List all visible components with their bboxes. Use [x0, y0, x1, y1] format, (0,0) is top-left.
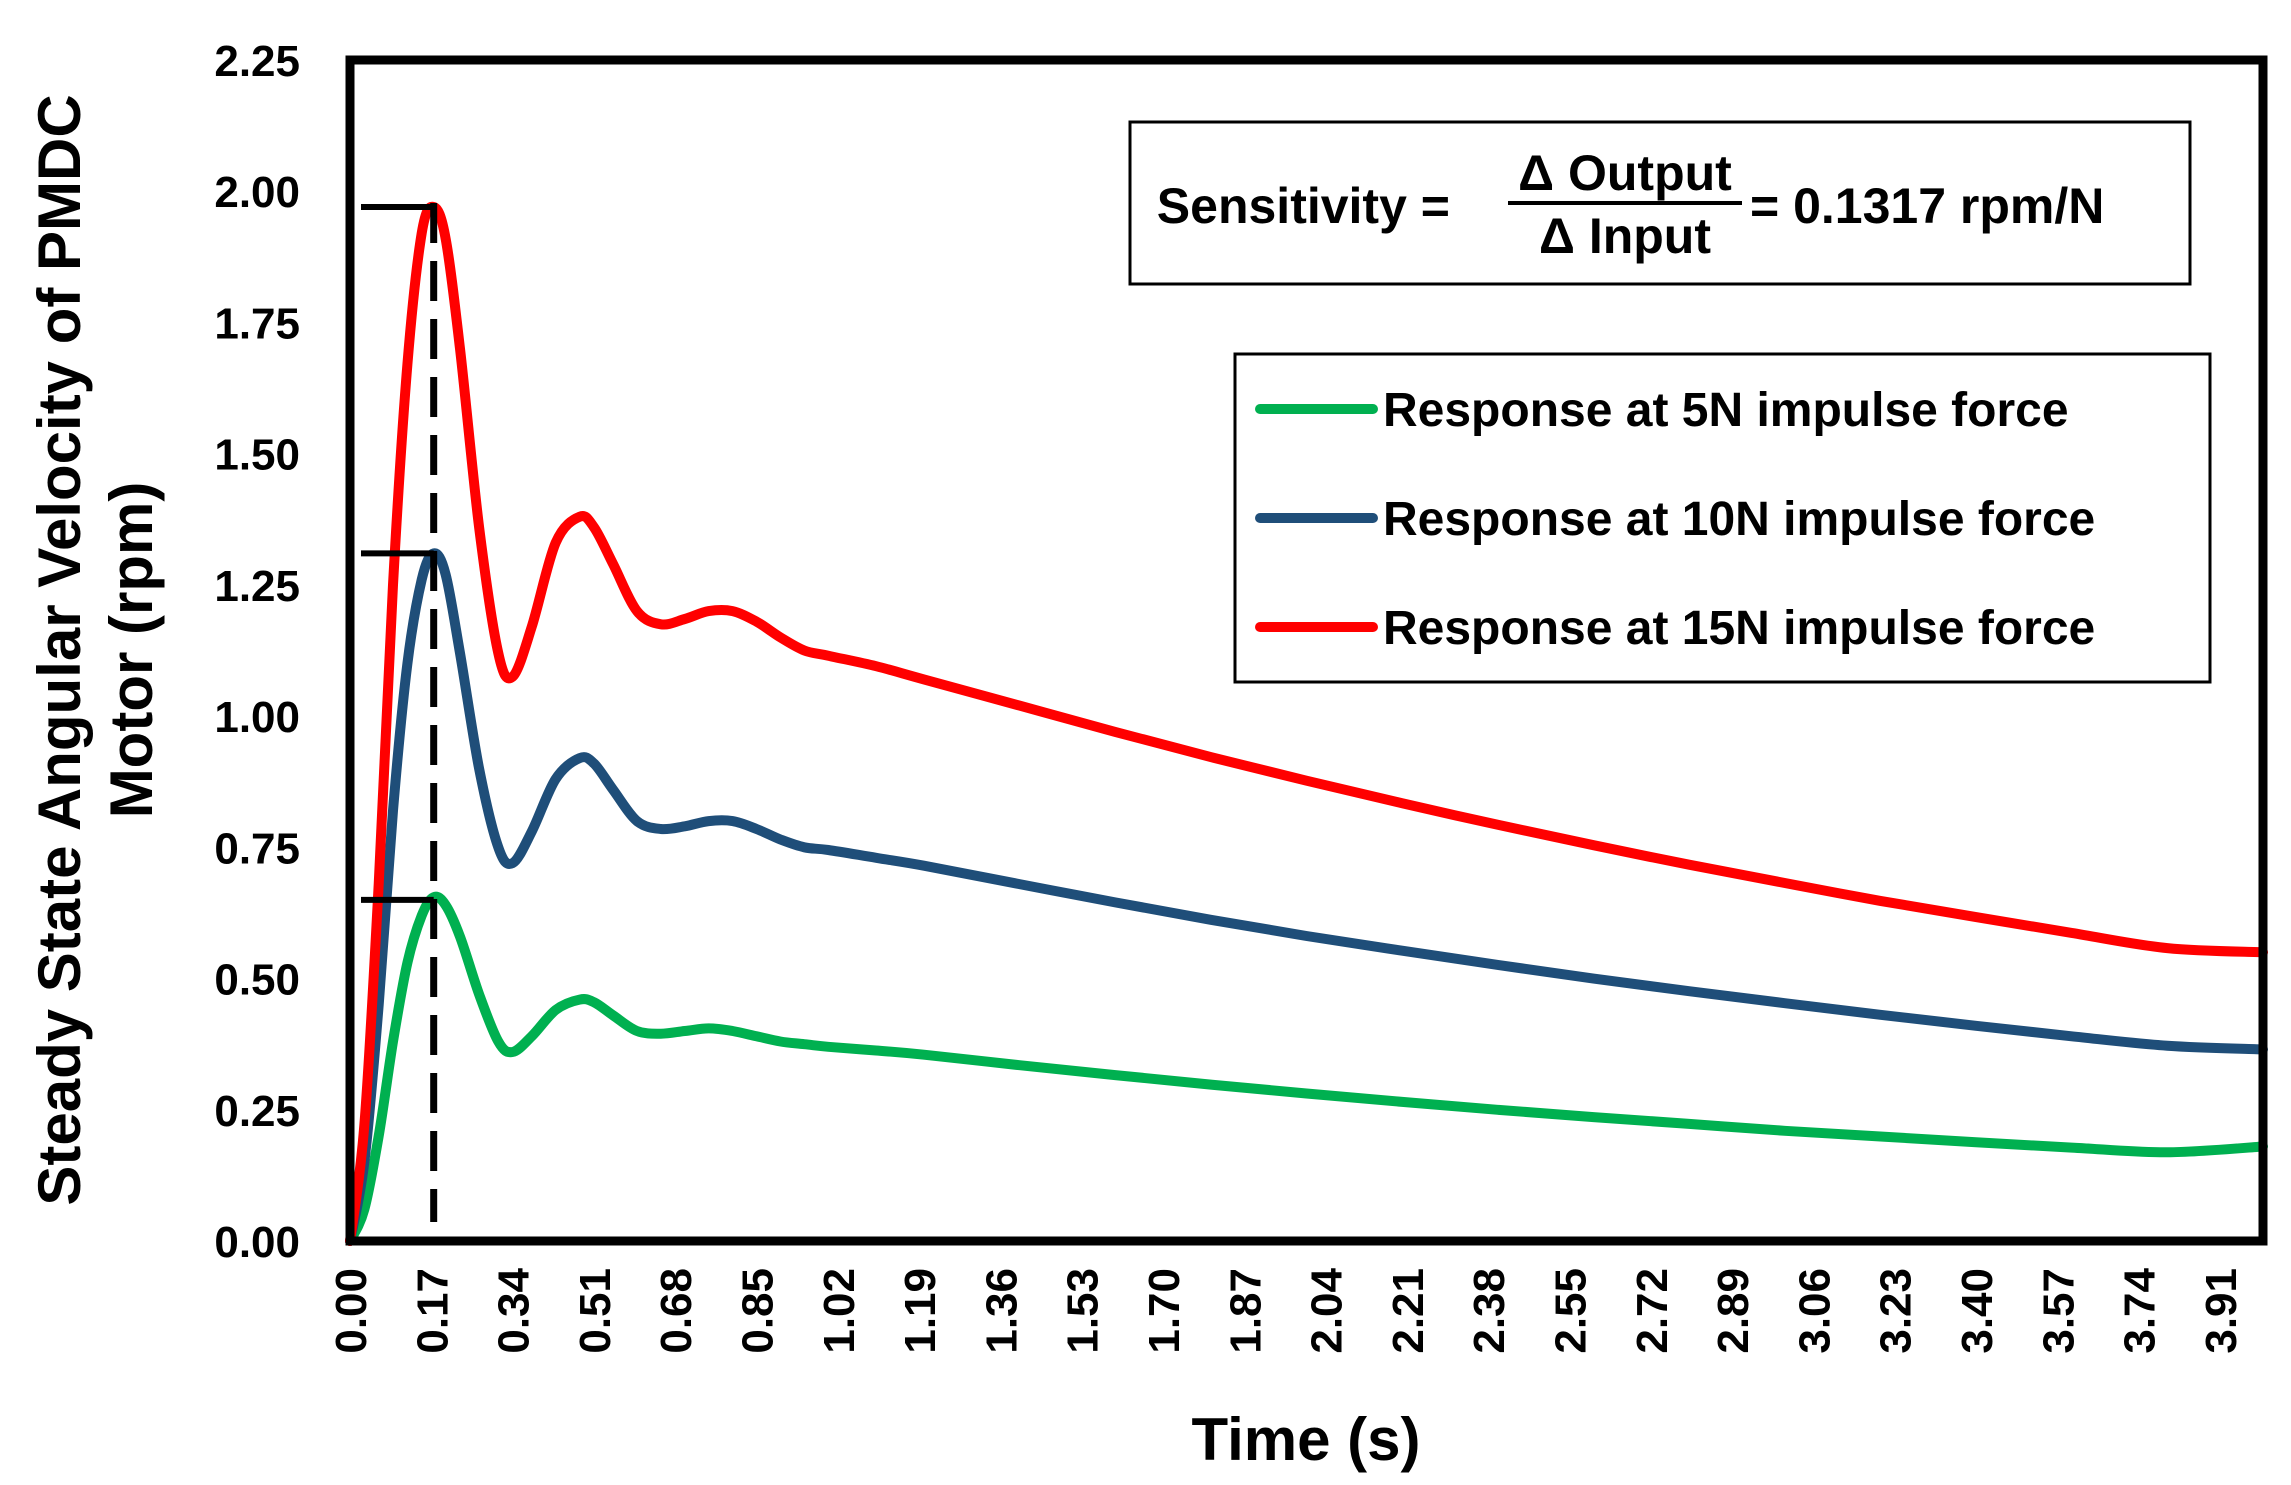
- x-tick-label: 3.57: [2034, 1268, 2083, 1354]
- formula-result: = 0.1317 rpm/N: [1750, 178, 2104, 234]
- y-tick-label: 1.75: [214, 299, 300, 348]
- x-tick-label: 1.87: [1221, 1268, 1270, 1354]
- x-tick-label: 2.89: [1709, 1268, 1758, 1354]
- y-tick-label: 2.00: [214, 168, 300, 217]
- x-axis-title: Time (s): [1192, 1406, 1421, 1473]
- x-tick-label: 0.00: [327, 1268, 376, 1354]
- x-tick-label: 0.17: [408, 1268, 457, 1354]
- y-axis-title: Steady State Angular Velocity of PMDC Mo…: [26, 94, 165, 1205]
- x-tick-label: 2.72: [1628, 1268, 1677, 1354]
- x-tick-label: 3.06: [1790, 1268, 1839, 1354]
- x-tick-label: 2.21: [1384, 1268, 1433, 1354]
- series-line-0: [345, 891, 2268, 1246]
- formula-numerator: Δ Output: [1518, 145, 1732, 201]
- sensitivity-formula-box: Sensitivity = Δ Output Δ Input = 0.1317 …: [1128, 120, 2192, 286]
- x-tick-label: 1.02: [815, 1268, 864, 1354]
- legend-label-5n: Response at 5N impulse force: [1383, 384, 2069, 437]
- y-tick-label: 1.00: [214, 693, 300, 742]
- y-tick-labels: 0.00 0.25 0.50 0.75 1.00 1.25 1.50 1.75 2.00 2.25: [214, 37, 300, 1267]
- y-axis-title-line-2: Motor (rpm): [98, 482, 165, 819]
- plot-frame: [345, 55, 2268, 1246]
- formula-denominator: Δ Input: [1539, 208, 1711, 264]
- series-line-2: [345, 201, 2268, 1246]
- legend: Response at 5N impulse force Response at…: [1233, 352, 2212, 684]
- legend-frame: [1233, 352, 2212, 684]
- x-tick-label: 0.51: [571, 1268, 620, 1354]
- x-tick-label: 2.55: [1547, 1268, 1596, 1354]
- y-tick-label: 0.00: [214, 1218, 300, 1267]
- x-tick-label: 1.36: [977, 1268, 1026, 1354]
- x-tick-labels: 0.00 0.17 0.34 0.51 0.68 0.85 1.02 1.19 1.36 1.53…: [327, 1267, 2246, 1353]
- y-tick-label: 2.25: [214, 37, 300, 86]
- x-tick-label: 0.85: [734, 1268, 783, 1354]
- x-tick-label: 0.34: [490, 1267, 539, 1353]
- y-axis-title-line-1: Steady State Angular Velocity of PMDC: [26, 94, 93, 1205]
- formula-prefix: Sensitivity =: [1157, 178, 1450, 234]
- x-tick-label: 3.40: [1953, 1268, 2002, 1354]
- y-tick-label: 0.50: [214, 956, 300, 1005]
- peak-markers: [361, 202, 438, 1222]
- x-tick-label: 0.68: [652, 1268, 701, 1354]
- x-tick-label: 3.23: [1872, 1268, 1921, 1354]
- x-tick-label: 3.74: [2116, 1267, 2165, 1353]
- y-tick-label: 1.25: [214, 562, 300, 611]
- legend-label-15n: Response at 15N impulse force: [1383, 602, 2095, 655]
- x-tick-label: 1.70: [1140, 1268, 1189, 1354]
- x-tick-label: 1.53: [1059, 1268, 1108, 1354]
- x-tick-label: 1.19: [896, 1268, 945, 1354]
- y-tick-label: 1.50: [214, 431, 300, 480]
- x-tick-label: 3.91: [2197, 1268, 2246, 1354]
- x-tick-label: 2.04: [1303, 1267, 1352, 1353]
- y-tick-label: 0.75: [214, 824, 300, 873]
- x-tick-label: 2.38: [1465, 1268, 1514, 1354]
- y-tick-label: 0.25: [214, 1087, 300, 1136]
- legend-label-10n: Response at 10N impulse force: [1383, 493, 2095, 546]
